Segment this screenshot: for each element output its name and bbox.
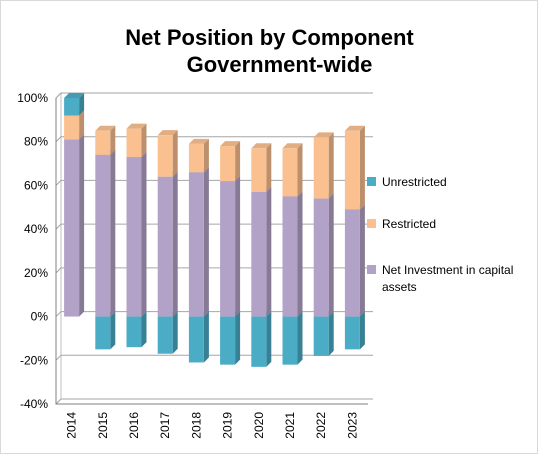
legend-swatch-net-investment bbox=[367, 265, 376, 274]
x-tick-label: 2014 bbox=[65, 412, 79, 439]
gridline bbox=[55, 136, 373, 143]
chart-title-line-2: Government-wide bbox=[186, 52, 373, 77]
bar-unrestricted bbox=[188, 311, 209, 363]
bar-unrestricted bbox=[313, 311, 334, 356]
legend-swatch-unrestricted bbox=[367, 177, 376, 186]
bar-unrestricted bbox=[157, 311, 178, 354]
legend-label-unrestricted: Unrestricted bbox=[382, 175, 447, 189]
bar-restricted bbox=[220, 141, 241, 182]
legend-item-net-investment: Net Investment in capital assets bbox=[367, 262, 532, 296]
bar-unrestricted bbox=[251, 311, 272, 367]
bar-restricted bbox=[313, 132, 334, 199]
bar-net-investment bbox=[313, 193, 334, 317]
x-tick-label: 2021 bbox=[283, 412, 297, 439]
x-tick-label: 2017 bbox=[158, 412, 172, 439]
x-tick-label: 2016 bbox=[127, 412, 141, 439]
bar-restricted bbox=[188, 138, 209, 173]
x-tick-label: 2020 bbox=[252, 412, 266, 439]
x-tick-label: 2022 bbox=[314, 412, 328, 439]
bar-unrestricted bbox=[95, 311, 116, 350]
gridline bbox=[55, 92, 373, 99]
gridline bbox=[55, 398, 373, 405]
x-tick-label: 2019 bbox=[221, 412, 235, 439]
legend-item-restricted: Restricted bbox=[367, 216, 532, 233]
legend-label-net-investment: Net Investment in capital assets bbox=[382, 263, 514, 294]
bar-net-investment bbox=[251, 186, 272, 317]
legend-label-restricted: Restricted bbox=[382, 217, 437, 231]
legend-swatch-restricted bbox=[367, 219, 376, 228]
x-tick-label: 2023 bbox=[345, 412, 359, 439]
bar-net-investment bbox=[157, 171, 178, 317]
bar-net-investment bbox=[188, 167, 209, 317]
bar-net-investment bbox=[344, 204, 365, 317]
y-tick-label: 100% bbox=[17, 91, 48, 105]
bar-net-investment bbox=[95, 149, 116, 317]
y-tick-label: 0% bbox=[31, 310, 49, 324]
bar-net-investment bbox=[64, 134, 85, 317]
y-tick-labels: -40% -20% 0% 20% 40% 60% 80% 100% bbox=[17, 91, 48, 411]
bars-layer bbox=[64, 93, 365, 367]
legend-item-unrestricted: Unrestricted bbox=[367, 174, 532, 191]
bar-restricted bbox=[95, 125, 116, 155]
bar-unrestricted bbox=[282, 311, 303, 365]
bar-unrestricted bbox=[126, 311, 147, 348]
bar-unrestricted bbox=[64, 93, 85, 116]
chart-title-line-1: Net Position by Component bbox=[125, 25, 414, 50]
y-tick-label: 60% bbox=[24, 178, 48, 192]
x-tick-label: 2018 bbox=[189, 412, 203, 439]
bar-restricted bbox=[157, 130, 178, 177]
bar-restricted bbox=[282, 143, 303, 197]
bar-net-investment bbox=[282, 191, 303, 317]
bar-net-investment bbox=[126, 152, 147, 317]
y-tick-label: -40% bbox=[20, 397, 48, 411]
axis-layer bbox=[55, 98, 368, 405]
x-tick-labels: 2014 2015 2016 2017 2018 2019 2020 2021 2022 2023 bbox=[65, 412, 360, 439]
bar-net-investment bbox=[220, 176, 241, 317]
bar-restricted bbox=[126, 123, 147, 158]
bar-restricted bbox=[251, 143, 272, 192]
bar-restricted bbox=[344, 125, 365, 210]
bar-unrestricted bbox=[220, 311, 241, 365]
y-tick-label: -20% bbox=[20, 353, 48, 367]
bar-unrestricted bbox=[344, 311, 365, 350]
y-tick-label: 80% bbox=[24, 135, 48, 149]
y-tick-label: 40% bbox=[24, 222, 48, 236]
y-tick-label: 20% bbox=[24, 266, 48, 280]
gridline bbox=[55, 354, 373, 361]
x-tick-label: 2015 bbox=[96, 412, 110, 439]
